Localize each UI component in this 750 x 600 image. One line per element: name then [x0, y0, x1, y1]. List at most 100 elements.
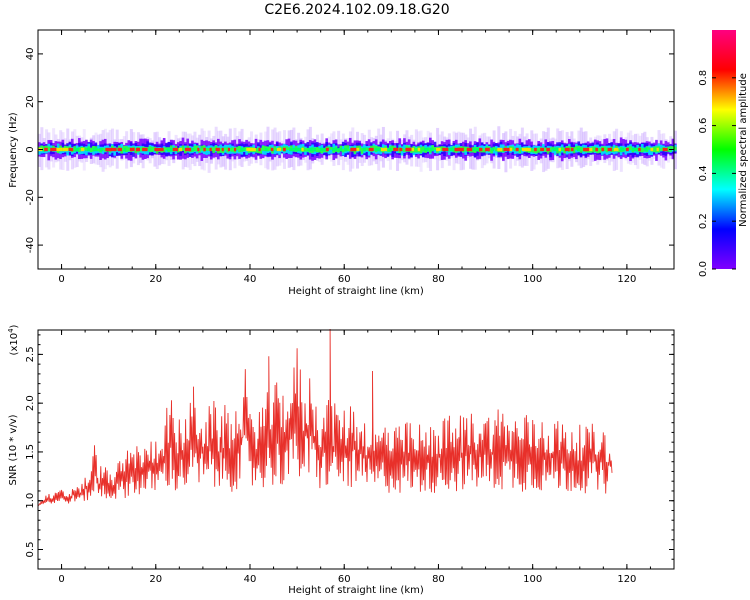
spectrogram-peak-cell	[74, 147, 79, 152]
spectrogram-band-cell	[674, 146, 677, 151]
spectrogram-peak-cell	[405, 147, 412, 152]
spectrogram-peak-cell	[215, 147, 220, 152]
spectrogram-peak-cell	[632, 147, 639, 152]
spectrogram-peak-cell	[44, 147, 48, 152]
y-tick-label: -40	[25, 237, 36, 253]
spectrogram-band-cell	[200, 145, 204, 151]
spectrogram-peak-cell	[270, 147, 274, 152]
snr-ticks: 0 20 40 60 80 100 120 0.5 1.0 1.5 2.0 2.5	[25, 330, 675, 585]
snr-ylabel: SNR (10 * v/v)	[8, 414, 19, 485]
spectrogram-band-cell	[648, 147, 651, 150]
spectrogram-peak-cell	[466, 147, 473, 152]
spectrogram-band-cell	[414, 147, 418, 153]
spectrogram-band-cell	[624, 146, 628, 155]
spectrogram-band-cell	[330, 147, 333, 154]
spectrogram-band-cell	[593, 146, 597, 152]
y-tick-label: 2.0	[25, 395, 36, 411]
spectrogram-peak-cell	[558, 147, 561, 152]
colorbar-tick-label: 0.2	[698, 213, 709, 229]
spectrogram-peak-cell	[576, 147, 581, 152]
spectrogram-band-cell	[372, 145, 376, 151]
spectrogram-peak-cell	[521, 147, 529, 152]
spectrogram-peak-cell	[613, 147, 619, 152]
spectrogram-band-cell	[101, 146, 105, 155]
spectrogram-peak-cell	[142, 147, 148, 152]
y-tick-label: 0.5	[25, 542, 36, 558]
x-tick-label: 100	[523, 274, 542, 285]
figure-title: C2E6.2024.102.09.18.G20	[264, 2, 450, 18]
spectrogram-band-cell	[652, 146, 656, 153]
colorbar: 0.0 0.2 0.4 0.6 0.8 Normalized spectral ampl…	[698, 30, 749, 277]
spectrogram-band-cell	[403, 144, 406, 153]
spectrogram-band-cell	[146, 147, 149, 150]
snr-frame	[37, 329, 675, 570]
spectrogram-peak-cell	[625, 147, 629, 152]
spectrogram-band-cell	[563, 147, 566, 154]
spectrogram-band-cell	[379, 147, 383, 152]
spectrogram-band-cell	[464, 146, 467, 152]
spectrogram-band-cell	[419, 147, 423, 154]
spectrogram-band-cell	[205, 147, 208, 151]
colorbar-tick-label: 0.4	[698, 165, 709, 181]
spectrogram-peak-cell	[148, 147, 151, 152]
spectrogram-band-cell	[641, 147, 644, 153]
spectrogram-peak-cell	[276, 147, 282, 152]
spectrogram-band-cell	[315, 147, 319, 153]
spectrogram-band-cell	[421, 146, 425, 152]
snr-multiplier: (x104)	[7, 324, 20, 355]
spectrogram-band-cell	[273, 146, 277, 155]
spectrogram-band-cell	[560, 146, 564, 151]
spectrogram-band-cell	[659, 144, 663, 152]
y-tick-label: 1.0	[25, 493, 36, 509]
spectrogram-peak-cell	[638, 147, 641, 152]
colorbar-label: Normalized spectral amplitude	[738, 73, 749, 227]
spectrogram-band-cell	[273, 146, 277, 151]
x-tick-label: 80	[432, 574, 445, 585]
spectrogram-band-cell	[591, 146, 595, 153]
spectrogram-band-cell	[268, 146, 272, 151]
spectrogram-peak-cell	[485, 147, 490, 152]
spectrogram-band-cell	[358, 145, 361, 151]
spectrogram-band-cell	[85, 147, 88, 151]
spectrogram-band-cell	[42, 146, 46, 152]
spectrogram-peak-cell	[393, 147, 399, 152]
spectrogram-peak-cell	[662, 147, 668, 152]
spectrogram-band-cell	[341, 148, 345, 153]
spectrogram-peak-cell	[515, 147, 519, 152]
spectrogram-band-cell	[598, 147, 602, 153]
x-tick-label: 120	[617, 574, 636, 585]
spectrogram-peak-cell	[656, 147, 659, 152]
spectrogram-peak-cell	[62, 147, 69, 152]
spectrogram-band-cell	[162, 147, 166, 153]
spectrogram-band-cell	[235, 146, 239, 151]
spectrogram-band-cell	[115, 147, 119, 151]
spectrogram-band-cell	[228, 147, 232, 152]
y-tick-label: 1.5	[25, 444, 36, 460]
spectrogram-band-cell	[304, 148, 307, 152]
spectrogram-band-cell	[483, 146, 486, 151]
y-tick-label: -20	[25, 189, 36, 205]
spectrogram-peak-cell	[619, 147, 625, 152]
spectrogram-band-cell	[403, 148, 406, 152]
spectrogram-peak-cell	[252, 147, 256, 152]
spectrogram-peak-cell	[99, 147, 103, 152]
spectrogram-band-cell	[624, 147, 628, 151]
x-tick-label: 20	[149, 574, 162, 585]
spectrogram-peak-cell	[246, 147, 253, 152]
spectrogram-band-cell	[530, 147, 533, 153]
spectrogram-band-cell	[165, 147, 168, 151]
snr-panel: 0 20 40 60 80 100 120 0.5 1.0 1.5 2.0 2.5 Height of…	[7, 324, 675, 596]
colorbar-tick-label: 0.6	[698, 118, 709, 134]
y-tick-label: 20	[25, 95, 36, 108]
spectrogram-band-cell	[502, 148, 505, 153]
spectrogram-band-cell	[238, 145, 241, 153]
spectrogram-peak-cell	[129, 147, 135, 152]
spectrogram-band-cell	[235, 147, 239, 154]
spectrogram-band-cell	[285, 146, 288, 151]
spectrogram-band-cell	[648, 145, 651, 155]
spectrogram-ticks: 0 20 40 60 80 100 120 -40 -20 0 20 40	[25, 30, 675, 285]
spectrogram-peak-cell	[172, 147, 178, 152]
spectrogram-peak-cell	[233, 147, 237, 152]
spectrogram-peak-cell	[86, 147, 91, 152]
